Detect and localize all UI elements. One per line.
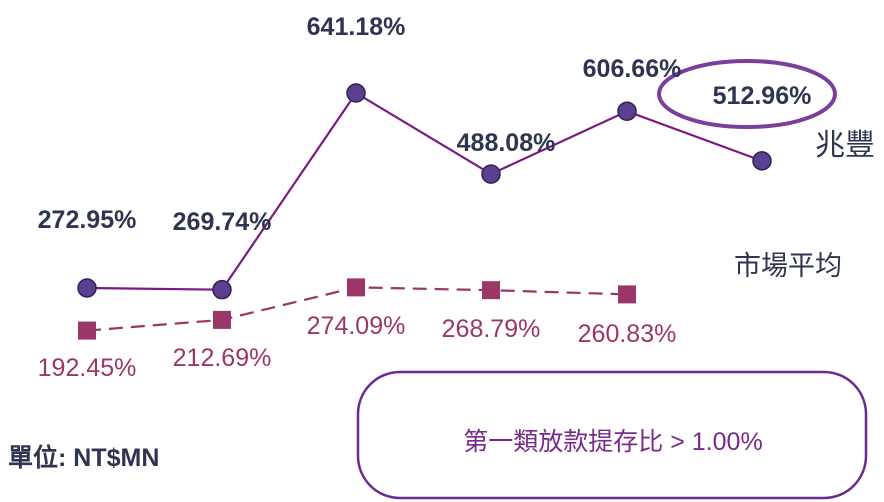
value-label: 192.45% [38,354,137,382]
value-label: 212.69% [173,344,272,372]
point-marker [481,164,501,184]
value-label: 606.66% [583,55,682,83]
point-marker [212,279,232,300]
legend-label: 市場平均 [734,251,842,281]
point-marker [618,285,636,304]
value-label: 268.79% [442,315,541,343]
value-label: 512.96% [713,82,812,110]
value-label: 488.08% [457,129,556,157]
point-marker [617,101,637,122]
point-marker [78,321,96,340]
series-line [86,91,763,291]
value-label: 260.83% [578,320,677,348]
unit-note: 單位: NT$MN [8,443,159,472]
value-label: 272.95% [38,206,137,234]
value-label: 641.18% [307,13,406,41]
point-marker [347,278,365,297]
point-marker [346,83,366,103]
value-label: 269.74% [173,208,272,236]
callout-text: 第一類放款提存比 > 1.00% [463,428,762,456]
point-marker [482,281,500,300]
point-marker [213,310,231,329]
legend-label: 兆豐 [815,129,875,162]
callout-box [356,370,868,500]
point-marker [77,278,97,298]
point-marker [752,151,772,171]
highlight-ellipse [657,59,837,129]
value-label: 274.09% [307,312,406,340]
